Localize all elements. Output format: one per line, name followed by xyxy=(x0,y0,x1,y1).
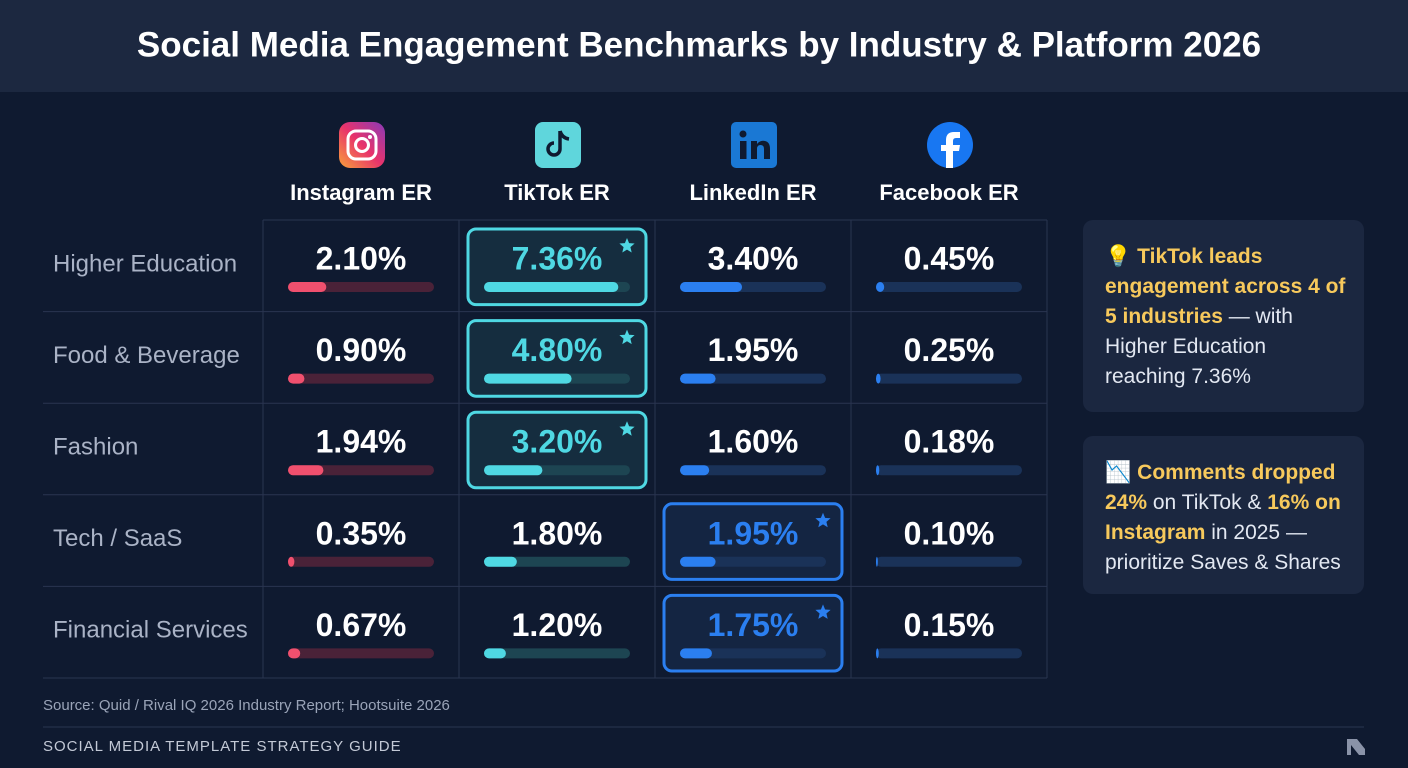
value-label: 1.94% xyxy=(316,424,407,460)
star-icon xyxy=(619,421,635,436)
title-bar xyxy=(0,0,1408,92)
bar xyxy=(876,556,878,567)
star-icon xyxy=(619,238,635,253)
bar-track xyxy=(288,373,434,384)
value-label: 0.45% xyxy=(904,240,995,276)
row-label: Financial Services xyxy=(53,617,248,644)
bar-track xyxy=(680,465,826,476)
value-label: 0.35% xyxy=(316,515,407,551)
value-label: 1.95% xyxy=(708,332,799,368)
value-label: 0.90% xyxy=(316,332,407,368)
note-highlight: 16% on Instagram xyxy=(1105,491,1341,544)
bar xyxy=(876,648,879,659)
note-text: in 2025 — prioritize Saves & Shares xyxy=(1105,521,1341,574)
bar xyxy=(288,465,324,476)
bar-track xyxy=(876,282,1022,292)
value-label: 0.10% xyxy=(904,515,995,551)
value-label: 4.80% xyxy=(512,332,603,368)
note-highlight: Comments dropped 24% xyxy=(1105,461,1336,514)
bar xyxy=(288,282,327,292)
value-label: 0.25% xyxy=(904,332,995,368)
bar-track xyxy=(876,648,1022,659)
bar xyxy=(876,465,880,476)
value-label: 1.95% xyxy=(708,515,799,551)
value-label: 0.15% xyxy=(904,607,995,643)
note-text: — with Higher Education reaching 7.36% xyxy=(1105,305,1293,388)
note-highlight: TikTok leads engagement across 4 of 5 in… xyxy=(1105,245,1346,328)
value-label: 0.67% xyxy=(316,607,407,643)
value-label: 1.60% xyxy=(708,424,799,460)
table-grid xyxy=(43,219,1048,679)
chart-title: Social Media Engagement Benchmarks by In… xyxy=(137,25,1261,64)
bar-track xyxy=(876,373,1022,384)
star-icon xyxy=(815,604,831,619)
value-label: 3.40% xyxy=(708,240,799,276)
bar-track xyxy=(484,648,630,659)
note-icon: 💡 xyxy=(1105,245,1132,268)
bar xyxy=(680,556,716,567)
value-label: 1.20% xyxy=(512,607,603,643)
value-label: 1.75% xyxy=(708,607,799,643)
bar xyxy=(484,282,619,292)
value-label: 0.18% xyxy=(904,424,995,460)
bar-track xyxy=(876,465,1022,476)
bar-track xyxy=(288,465,434,476)
bar xyxy=(680,648,712,659)
column-header: Instagram ER xyxy=(290,180,432,205)
value-label: 2.10% xyxy=(316,240,407,276)
value-label: 3.20% xyxy=(512,424,603,460)
bar-track xyxy=(288,648,434,659)
insight-note: 📉 Comments dropped 24% on TikTok & 16% on… xyxy=(1083,436,1364,594)
bar-track xyxy=(288,556,434,567)
bar xyxy=(876,373,881,384)
bar xyxy=(484,556,517,567)
bar-track xyxy=(680,373,826,384)
tiktok-icon xyxy=(535,122,581,168)
bar-track xyxy=(680,648,826,659)
insight-note: 💡 TikTok leads engagement across 4 of 5 i… xyxy=(1083,220,1364,412)
bar xyxy=(680,465,710,476)
bar xyxy=(484,465,543,476)
column-header: TikTok ER xyxy=(504,180,610,205)
column-header: LinkedIn ER xyxy=(689,180,816,205)
bar xyxy=(484,648,506,659)
value-label: 7.36% xyxy=(512,240,603,276)
value-label: 1.80% xyxy=(512,515,603,551)
row-label: Tech / SaaS xyxy=(53,525,182,552)
facebook-icon xyxy=(927,122,973,168)
star-icon xyxy=(815,512,831,528)
note-text: on TikTok & xyxy=(1147,491,1268,514)
bar-track xyxy=(876,556,1022,567)
bar xyxy=(288,556,295,567)
bar xyxy=(288,648,301,659)
bar xyxy=(288,373,305,384)
row-label: Higher Education xyxy=(53,250,237,277)
bar xyxy=(680,282,743,292)
footer-text: SOCIAL MEDIA TEMPLATE STRATEGY GUIDE xyxy=(43,738,402,755)
bar-track xyxy=(680,556,826,567)
row-label: Fashion xyxy=(53,434,138,461)
star-icon xyxy=(619,329,635,345)
column-header: Facebook ER xyxy=(879,180,1018,205)
bar xyxy=(876,282,885,292)
brand-logo xyxy=(1347,739,1365,755)
source: Source: Quid / Rival IQ 2026 Industry Re… xyxy=(43,697,450,714)
bar xyxy=(680,373,716,384)
row-label: Food & Beverage xyxy=(53,342,240,369)
bar xyxy=(484,373,572,384)
note-icon: 📉 xyxy=(1105,461,1132,484)
instagram-icon xyxy=(339,122,385,168)
bar-track xyxy=(484,556,630,567)
linkedin-icon xyxy=(731,122,777,168)
